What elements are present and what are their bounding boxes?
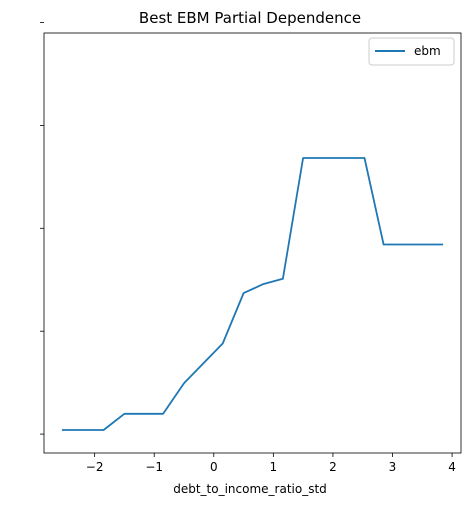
x-tick-label: 2 xyxy=(329,460,337,474)
series-line-ebm xyxy=(61,157,444,431)
legend-label-ebm: ebm xyxy=(414,44,441,58)
x-tick-label: −2 xyxy=(86,460,104,474)
x-axis-label: debt_to_income_ratio_std xyxy=(173,482,327,496)
legend: ebm xyxy=(368,37,455,66)
x-tick-label: −1 xyxy=(145,460,163,474)
x-tick-label: 1 xyxy=(270,460,278,474)
series-layer xyxy=(61,157,444,431)
x-tick-label: 3 xyxy=(389,460,397,474)
legend-frame xyxy=(368,37,455,66)
plot-frame xyxy=(43,32,462,454)
x-tick-label: 4 xyxy=(448,460,456,474)
x-axis: −2 −1 0 1 2 3 4 xyxy=(86,453,456,474)
chart-title: Best EBM Partial Dependence xyxy=(139,9,361,27)
x-tick-label: 0 xyxy=(210,460,218,474)
y-axis xyxy=(40,22,44,435)
